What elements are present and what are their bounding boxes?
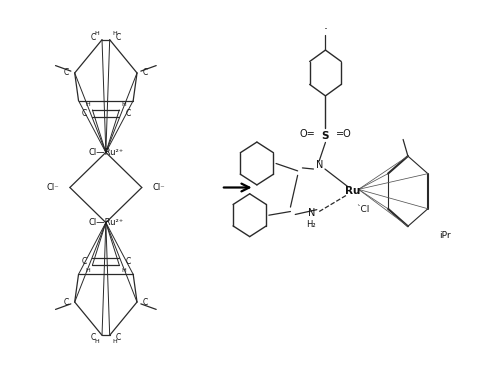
Text: C: C: [91, 33, 96, 42]
Text: S: S: [321, 131, 329, 141]
Text: C: C: [81, 257, 86, 266]
Text: H: H: [95, 339, 99, 344]
Text: N: N: [308, 209, 315, 218]
Text: C: C: [81, 109, 86, 118]
Text: H: H: [85, 268, 90, 273]
Text: iPr: iPr: [438, 231, 450, 240]
Text: H: H: [121, 102, 126, 107]
Text: H: H: [85, 102, 90, 107]
Text: C: C: [125, 257, 130, 266]
Text: N: N: [315, 160, 322, 170]
Text: H₂: H₂: [305, 220, 315, 229]
Text: H: H: [121, 268, 126, 273]
Text: =O: =O: [335, 129, 351, 139]
Text: H: H: [95, 31, 99, 36]
Text: C: C: [91, 333, 96, 342]
Text: Cl⁻: Cl⁻: [152, 183, 165, 192]
Text: C: C: [116, 33, 121, 42]
Text: H: H: [112, 339, 117, 344]
Text: C: C: [116, 333, 121, 342]
Text: `Cl: `Cl: [356, 205, 369, 214]
Text: Cl—Ru²⁺: Cl—Ru²⁺: [88, 148, 123, 157]
Text: H: H: [112, 31, 117, 36]
Text: Cl—Ru²⁺: Cl—Ru²⁺: [88, 218, 123, 227]
Text: Cl⁻: Cl⁻: [46, 183, 59, 192]
Text: C: C: [63, 69, 69, 78]
Text: C: C: [125, 109, 130, 118]
Text: ·: ·: [323, 23, 327, 36]
Text: C: C: [63, 297, 69, 306]
Text: O=: O=: [299, 129, 315, 139]
Text: C: C: [143, 69, 148, 78]
Text: Ru: Ru: [345, 186, 360, 196]
Text: C: C: [143, 297, 148, 306]
